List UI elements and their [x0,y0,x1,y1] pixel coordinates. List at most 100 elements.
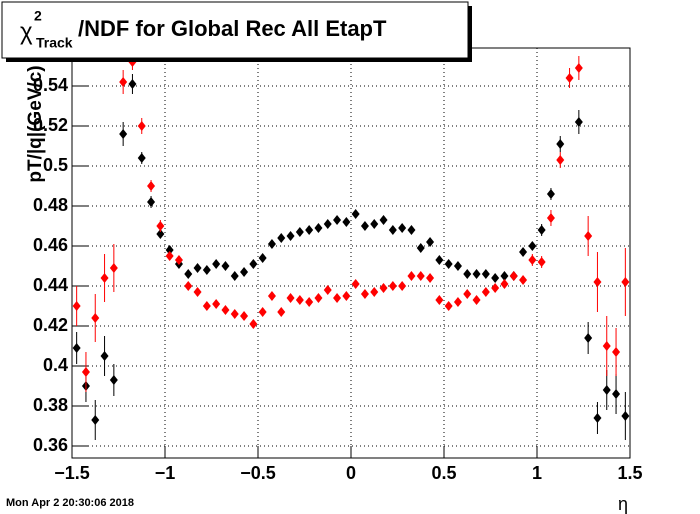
marker [230,271,239,281]
y-tick-label: 0.52 [33,115,68,135]
marker [267,291,276,301]
x-tick-label: 1.5 [617,463,642,483]
marker [212,259,221,269]
title-superscript: 2 [34,8,42,24]
marker [81,367,90,377]
marker [230,309,239,319]
marker [556,139,565,149]
marker [416,243,425,253]
title-box [1,1,469,59]
marker [240,267,249,277]
marker [379,215,388,225]
marker [305,297,314,307]
marker [416,271,425,281]
marker [435,295,444,305]
marker [481,269,490,279]
marker [360,289,369,299]
marker [91,415,100,425]
marker [565,73,574,83]
marker [574,63,583,73]
marker [519,275,528,285]
marker [295,295,304,305]
marker [444,259,453,269]
marker [398,281,407,291]
y-tick-label: 0.38 [33,395,68,415]
y-tick-label: 0.54 [33,75,68,95]
marker [584,333,593,343]
marker [333,215,342,225]
marker [193,287,202,297]
marker [370,219,379,229]
marker [602,385,611,395]
marker [165,245,174,255]
y-tick-label: 0.44 [33,275,68,295]
x-tick-label: 0 [346,463,356,483]
marker [286,231,295,241]
marker [277,233,286,243]
marker [388,225,397,235]
marker [360,221,369,231]
marker [407,271,416,281]
marker [593,413,602,423]
marker [519,247,528,257]
marker [612,347,621,357]
marker [72,301,81,311]
marker [602,341,611,351]
marker [537,225,546,235]
marker [156,229,165,239]
marker [472,269,481,279]
marker [463,269,472,279]
marker [137,121,146,131]
y-axis-label: pT/|q|(GeV/c) [25,65,46,182]
marker [258,253,267,263]
marker [574,117,583,127]
marker [453,261,462,271]
marker [556,155,565,165]
marker [137,153,146,163]
x-tick-label: −1.5 [54,463,90,483]
marker [295,227,304,237]
plot-area: −1.5 −1 −0.5 0 0.5 1 1.5 0.36 0.38 0.4 0.42 0.44 0.4… [33,48,643,483]
marker [184,269,193,279]
marker [323,285,332,295]
marker [333,293,342,303]
marker [314,223,323,233]
marker [174,255,183,265]
marker [481,287,490,297]
marker [435,255,444,265]
marker [286,293,295,303]
x-tick-label: 1 [532,463,542,483]
marker [472,295,481,305]
marker [370,287,379,297]
marker [500,279,509,289]
marker [342,291,351,301]
marker [212,299,221,309]
marker [109,375,118,385]
chart-title: /NDF for Global Rec All EtapT [78,16,387,41]
marker [202,265,211,275]
marker [249,259,258,269]
marker [546,213,555,223]
marker [193,263,202,273]
timestamp: Mon Apr 2 20:30:06 2018 [6,497,134,509]
marker [398,223,407,233]
marker [314,293,323,303]
title-subscript: Track [36,35,73,51]
marker [491,283,500,293]
marker [509,271,518,281]
y-tick-label: 0.36 [33,435,68,455]
marker [426,237,435,247]
marker [621,411,630,421]
marker [147,181,156,191]
marker [128,79,137,89]
x-tick-label: 0.5 [431,463,456,483]
marker [621,277,630,287]
marker [379,283,388,293]
y-tick-label: 0.46 [33,235,68,255]
marker [109,263,118,273]
marker [147,197,156,207]
marker [240,311,249,321]
marker [593,277,602,287]
